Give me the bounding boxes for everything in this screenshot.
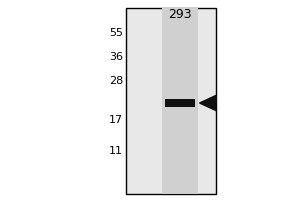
Text: 11: 11 <box>109 146 123 156</box>
Text: 28: 28 <box>109 76 123 86</box>
Text: 17: 17 <box>109 115 123 125</box>
Bar <box>165 99 195 107</box>
Polygon shape <box>200 95 216 111</box>
Bar <box>162 8 198 194</box>
Text: 55: 55 <box>109 28 123 38</box>
Bar <box>126 8 216 194</box>
Text: 36: 36 <box>109 52 123 62</box>
Text: 293: 293 <box>168 8 192 21</box>
